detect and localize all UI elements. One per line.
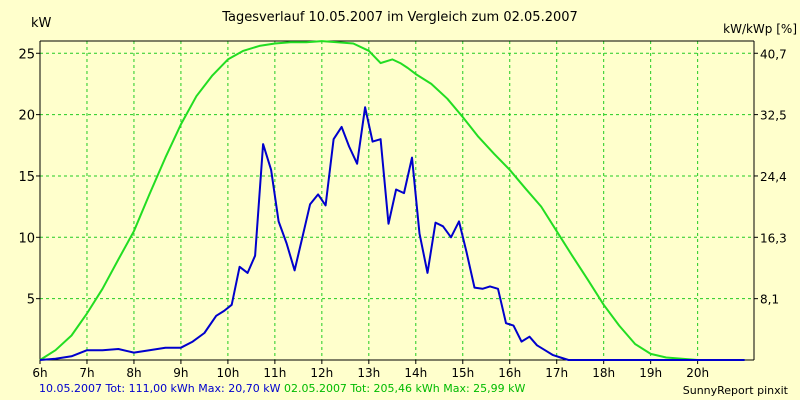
- x-tick-label: 6h: [32, 366, 47, 380]
- y-tick-label: 10: [18, 231, 35, 246]
- plot-area: [40, 41, 754, 360]
- y2-tick-label: 32,5: [760, 109, 787, 123]
- x-tick-label: 13h: [357, 366, 380, 380]
- footer-series1-summary: 10.05.2007 Tot: 111,00 kWh Max: 20,70 kW: [39, 382, 281, 395]
- y-tick-label: 15: [18, 170, 35, 185]
- x-tick-label: 16h: [498, 366, 521, 380]
- y2-tick-label: 24,4: [760, 170, 787, 184]
- x-tick-label: 14h: [404, 366, 427, 380]
- x-tick-label: 8h: [126, 366, 141, 380]
- y-tick-label: 5: [27, 293, 35, 308]
- x-tick-label: 20h: [686, 366, 709, 380]
- x-tick-label: 9h: [173, 366, 188, 380]
- footer-summary: 10.05.2007 Tot: 111,00 kWh Max: 20,70 kW…: [39, 382, 525, 395]
- y-tick-label: 20: [18, 109, 35, 124]
- x-tick-label: 19h: [639, 366, 662, 380]
- y-axis-left-label: kW: [31, 16, 52, 31]
- series-line-1: [39, 106, 745, 361]
- y-tick-label: 25: [18, 47, 35, 62]
- series-line-2: [39, 40, 745, 361]
- y-axis-right-label: kW/kWp [%]: [723, 22, 797, 36]
- footer-series2-summary: 02.05.2007 Tot: 205,46 kWh Max: 25,99 kW: [283, 382, 526, 395]
- footer-credit: SunnyReport pinxit: [682, 384, 788, 397]
- x-tick-label: 12h: [310, 366, 333, 380]
- y2-tick-label: 8,1: [760, 293, 779, 307]
- x-tick-label: 15h: [451, 366, 474, 380]
- chart-title: Tagesverlauf 10.05.2007 im Vergleich zum…: [222, 10, 578, 25]
- x-tick-label: 11h: [263, 366, 286, 380]
- x-tick-label: 18h: [592, 366, 615, 380]
- x-tick-label: 10h: [216, 366, 239, 380]
- y2-tick-label: 40,7: [760, 47, 787, 61]
- y2-tick-label: 16,3: [760, 231, 787, 245]
- x-tick-label: 7h: [79, 366, 94, 380]
- x-tick-label: 17h: [545, 366, 568, 380]
